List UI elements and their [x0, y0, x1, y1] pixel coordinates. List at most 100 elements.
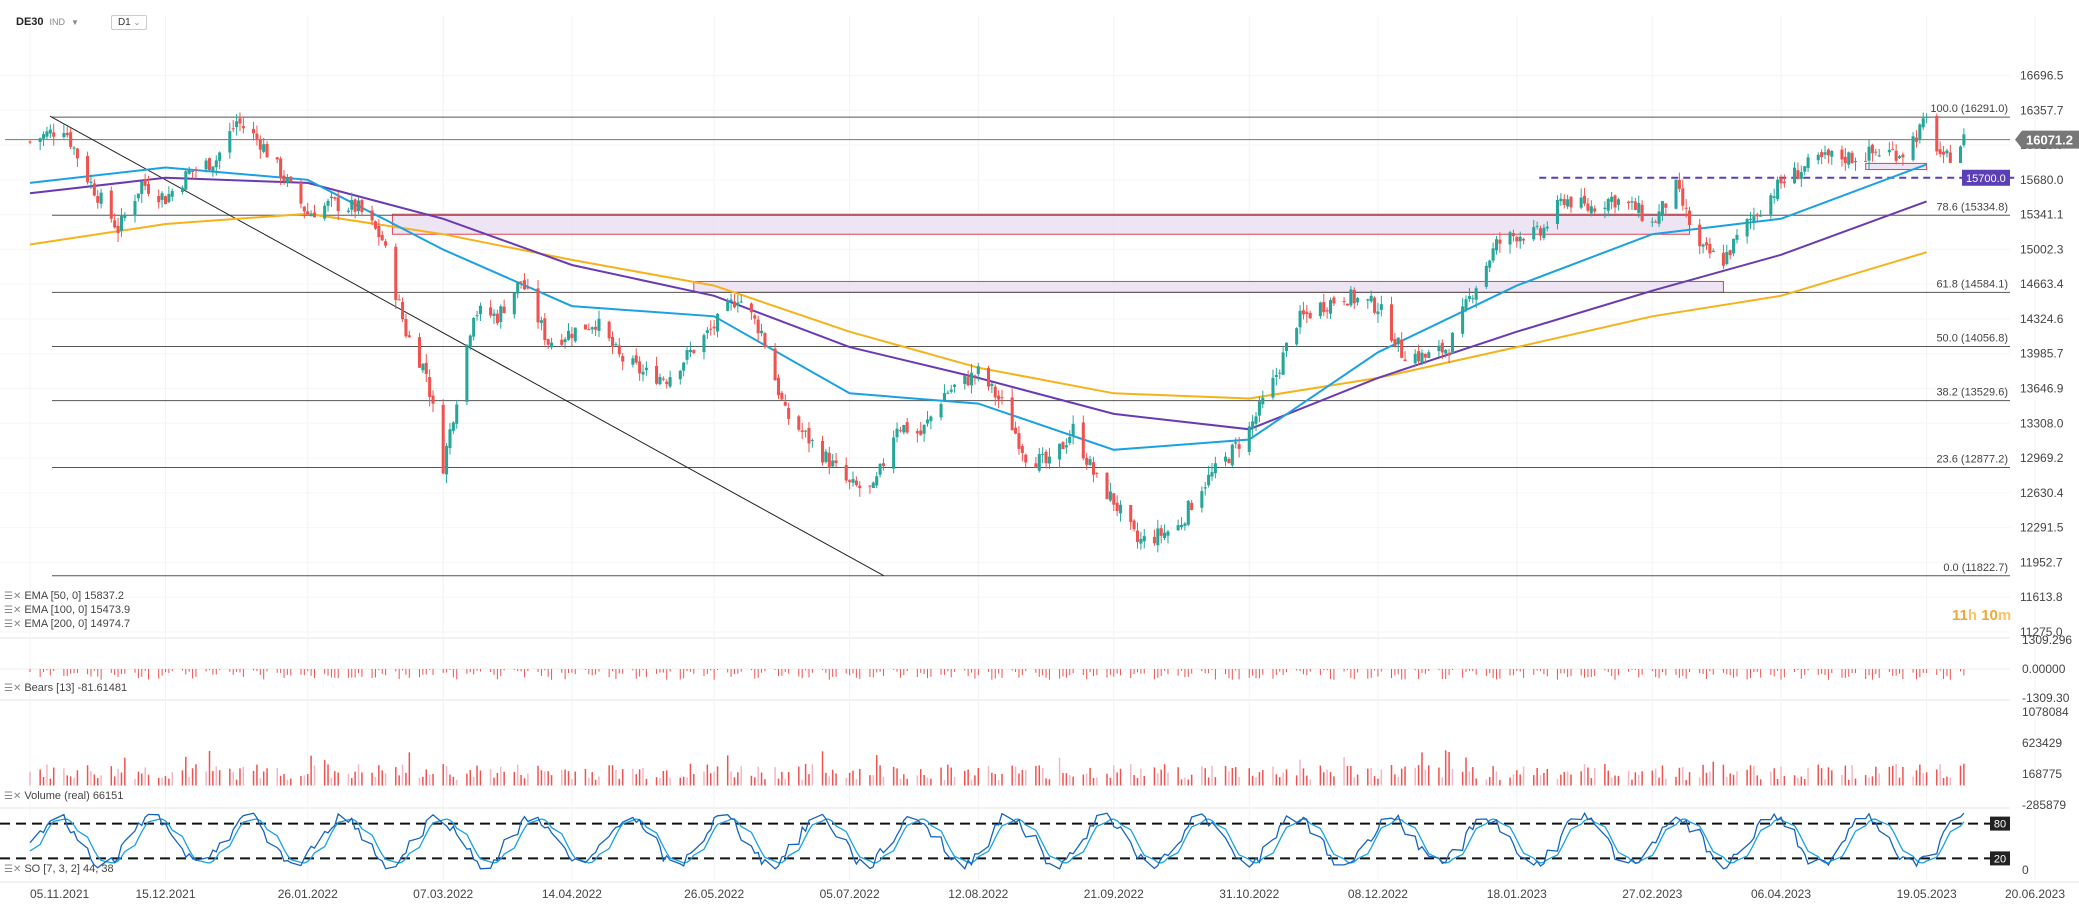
candle-body [1417, 351, 1421, 362]
candle-body [922, 424, 926, 434]
candle-body [475, 315, 479, 317]
candle-body [526, 287, 530, 289]
settings-icon[interactable]: ☰✕ [4, 864, 22, 875]
legend-volume[interactable]: ☰✕ Volume (real) 66151 [4, 790, 123, 802]
candle-body [1440, 342, 1444, 353]
candle-body [848, 480, 852, 483]
candle-body [302, 206, 306, 212]
x-tick-label: 19.05.2023 [1897, 887, 1957, 901]
candle-body [384, 241, 388, 246]
candle-timer: 11h 10m [1952, 607, 2011, 624]
so-level-tag-bg [1990, 851, 2010, 866]
legend-ema50[interactable]: ☰✕ EMA [50, 0] 15837.2 [4, 590, 124, 602]
y-tick-label: 15002.3 [2020, 242, 2064, 256]
legend-so[interactable]: ☰✕ SO [7, 3, 2] 44, 38 [4, 863, 114, 875]
candle-body [417, 337, 422, 368]
candle-body [824, 451, 828, 463]
candle-body [502, 306, 506, 314]
so-y-tick: 0 [2022, 863, 2029, 877]
candle-body [878, 463, 882, 475]
candle-body [519, 281, 523, 283]
candle-body [1461, 306, 1465, 334]
candle-body [1261, 397, 1265, 405]
candle-body [1017, 433, 1021, 449]
candle-body [997, 395, 1001, 400]
candle-body [306, 211, 310, 215]
candle-body [1799, 172, 1803, 179]
candle-body [1423, 353, 1427, 358]
candle-body [191, 170, 195, 172]
symbol-label[interactable]: DE30 [16, 16, 44, 28]
candle-body [1958, 146, 1963, 164]
candle-body [1041, 453, 1045, 455]
candle-body [1820, 152, 1824, 158]
fib-level-label: 61.8 (14584.1) [1936, 278, 2008, 290]
legend-ema200[interactable]: ☰✕ EMA [200, 0] 14974.7 [4, 618, 130, 630]
candle-body [1230, 444, 1234, 466]
candle-body [1281, 352, 1285, 375]
candle-body [262, 144, 266, 152]
bears-y-tick: 0.00000 [2022, 662, 2066, 676]
settings-icon[interactable]: ☰✕ [4, 605, 22, 616]
candle-body [563, 339, 567, 343]
candle-body [1823, 152, 1827, 155]
candle-body [1325, 310, 1329, 312]
candle-body [1606, 199, 1610, 211]
candle-body [275, 157, 279, 160]
x-tick-label: 21.09.2022 [1084, 887, 1144, 901]
x-tick-label: 27.02.2023 [1622, 887, 1682, 901]
candle-body [1853, 161, 1858, 163]
candle-body [834, 460, 838, 464]
candle-body [1156, 528, 1160, 546]
volume-y-tick: 1078084 [2022, 705, 2069, 719]
candle-body [326, 200, 330, 206]
legend-volume-text: Volume (real) 66151 [24, 790, 124, 802]
settings-icon[interactable]: ☰✕ [4, 791, 22, 802]
timeframe-select[interactable]: D1 ⌄ [110, 14, 148, 30]
candle-body [1732, 238, 1736, 254]
settings-icon[interactable]: ☰✕ [4, 619, 22, 630]
candle-body [1728, 250, 1732, 256]
candle-body [187, 170, 191, 174]
candle-body [1704, 242, 1709, 246]
candle-body [688, 349, 692, 353]
candle-body [163, 196, 167, 205]
settings-icon[interactable]: ☰✕ [4, 591, 22, 602]
candle-body [370, 210, 374, 221]
legend-bears[interactable]: ☰✕ Bears [13] -81.61481 [4, 682, 127, 694]
candle-body [167, 193, 171, 203]
legend-ema100[interactable]: ☰✕ EMA [100, 0] 15473.9 [4, 604, 130, 616]
candle-body [1369, 295, 1373, 302]
candle-body [539, 320, 543, 323]
candle-body [800, 430, 804, 433]
candle-body [634, 355, 638, 363]
target-level-tag-bg [1962, 169, 2010, 186]
candle-body [1677, 179, 1681, 189]
settings-icon[interactable]: ☰✕ [4, 683, 22, 694]
chevron-down-icon[interactable]: ▼ [71, 17, 79, 27]
y-tick-label: 13646.9 [2020, 382, 2064, 396]
candle-body [157, 195, 161, 203]
candle-body [1782, 181, 1786, 184]
candle-body [976, 366, 980, 375]
candle-body [451, 422, 455, 431]
candle-body [235, 121, 239, 128]
candle-body [1213, 463, 1217, 474]
candle-body [1538, 228, 1543, 236]
candle-body [147, 184, 151, 194]
candle-body [1081, 422, 1085, 459]
candle-body [1887, 149, 1891, 153]
candle-body [1559, 198, 1563, 202]
candle-body [892, 437, 896, 469]
candle-body [773, 348, 777, 381]
fib-level-label: 78.6 (15334.8) [1936, 201, 2008, 213]
candle-body [492, 313, 496, 316]
candle-body [377, 226, 381, 238]
candle-body [990, 383, 994, 387]
volume-y-tick: -285879 [2022, 798, 2066, 812]
candle-body [116, 225, 120, 234]
candle-body [702, 335, 706, 353]
x-tick-label: 18.01.2023 [1487, 887, 1547, 901]
candle-body [1491, 248, 1495, 261]
